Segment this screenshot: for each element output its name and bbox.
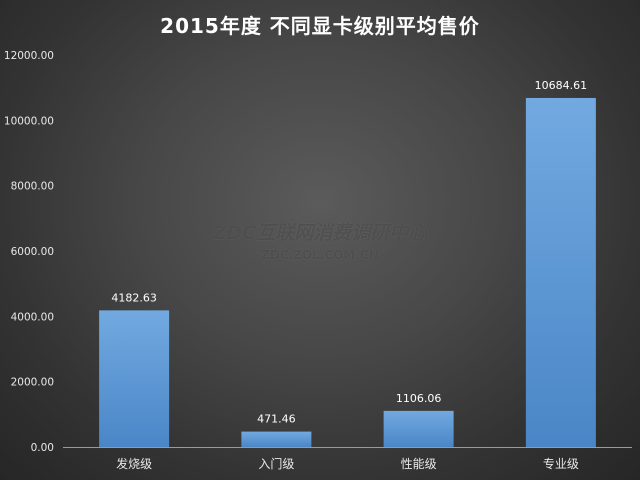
x-tick-label: 入门级	[258, 456, 294, 471]
bar-layer	[99, 97, 596, 447]
data-label: 10684.61	[535, 79, 588, 92]
y-tick-label: 4000.00	[11, 311, 54, 323]
bar	[383, 410, 454, 447]
chart-title: 2015年度 不同显卡级别平均售价	[160, 14, 480, 38]
data-label: 1106.06	[396, 392, 442, 405]
y-tick-label: 6000.00	[11, 246, 54, 258]
bar	[99, 310, 170, 447]
data-label: 4182.63	[111, 291, 157, 304]
y-tick-label: 2000.00	[11, 377, 54, 389]
x-tick-label: 发烧级	[116, 456, 152, 471]
data-label: 471.46	[257, 413, 296, 426]
y-tick-label: 0.00	[31, 442, 54, 454]
y-tick-label: 8000.00	[11, 181, 54, 193]
x-tick-label: 专业级	[543, 456, 579, 471]
label-layer: 4182.63 发烧级 471.46 入门级 1106.06 性能级 10684.61 专业级	[111, 79, 587, 471]
bar	[525, 97, 596, 447]
bar	[241, 431, 312, 447]
axis-layer: 0.00 2000.00 4000.00 6000.00 8000.00 10000.00…	[4, 50, 632, 454]
y-tick-label: 10000.00	[4, 115, 54, 127]
x-tick-label: 性能级	[401, 457, 437, 471]
y-tick-label: 12000.00	[4, 50, 54, 62]
